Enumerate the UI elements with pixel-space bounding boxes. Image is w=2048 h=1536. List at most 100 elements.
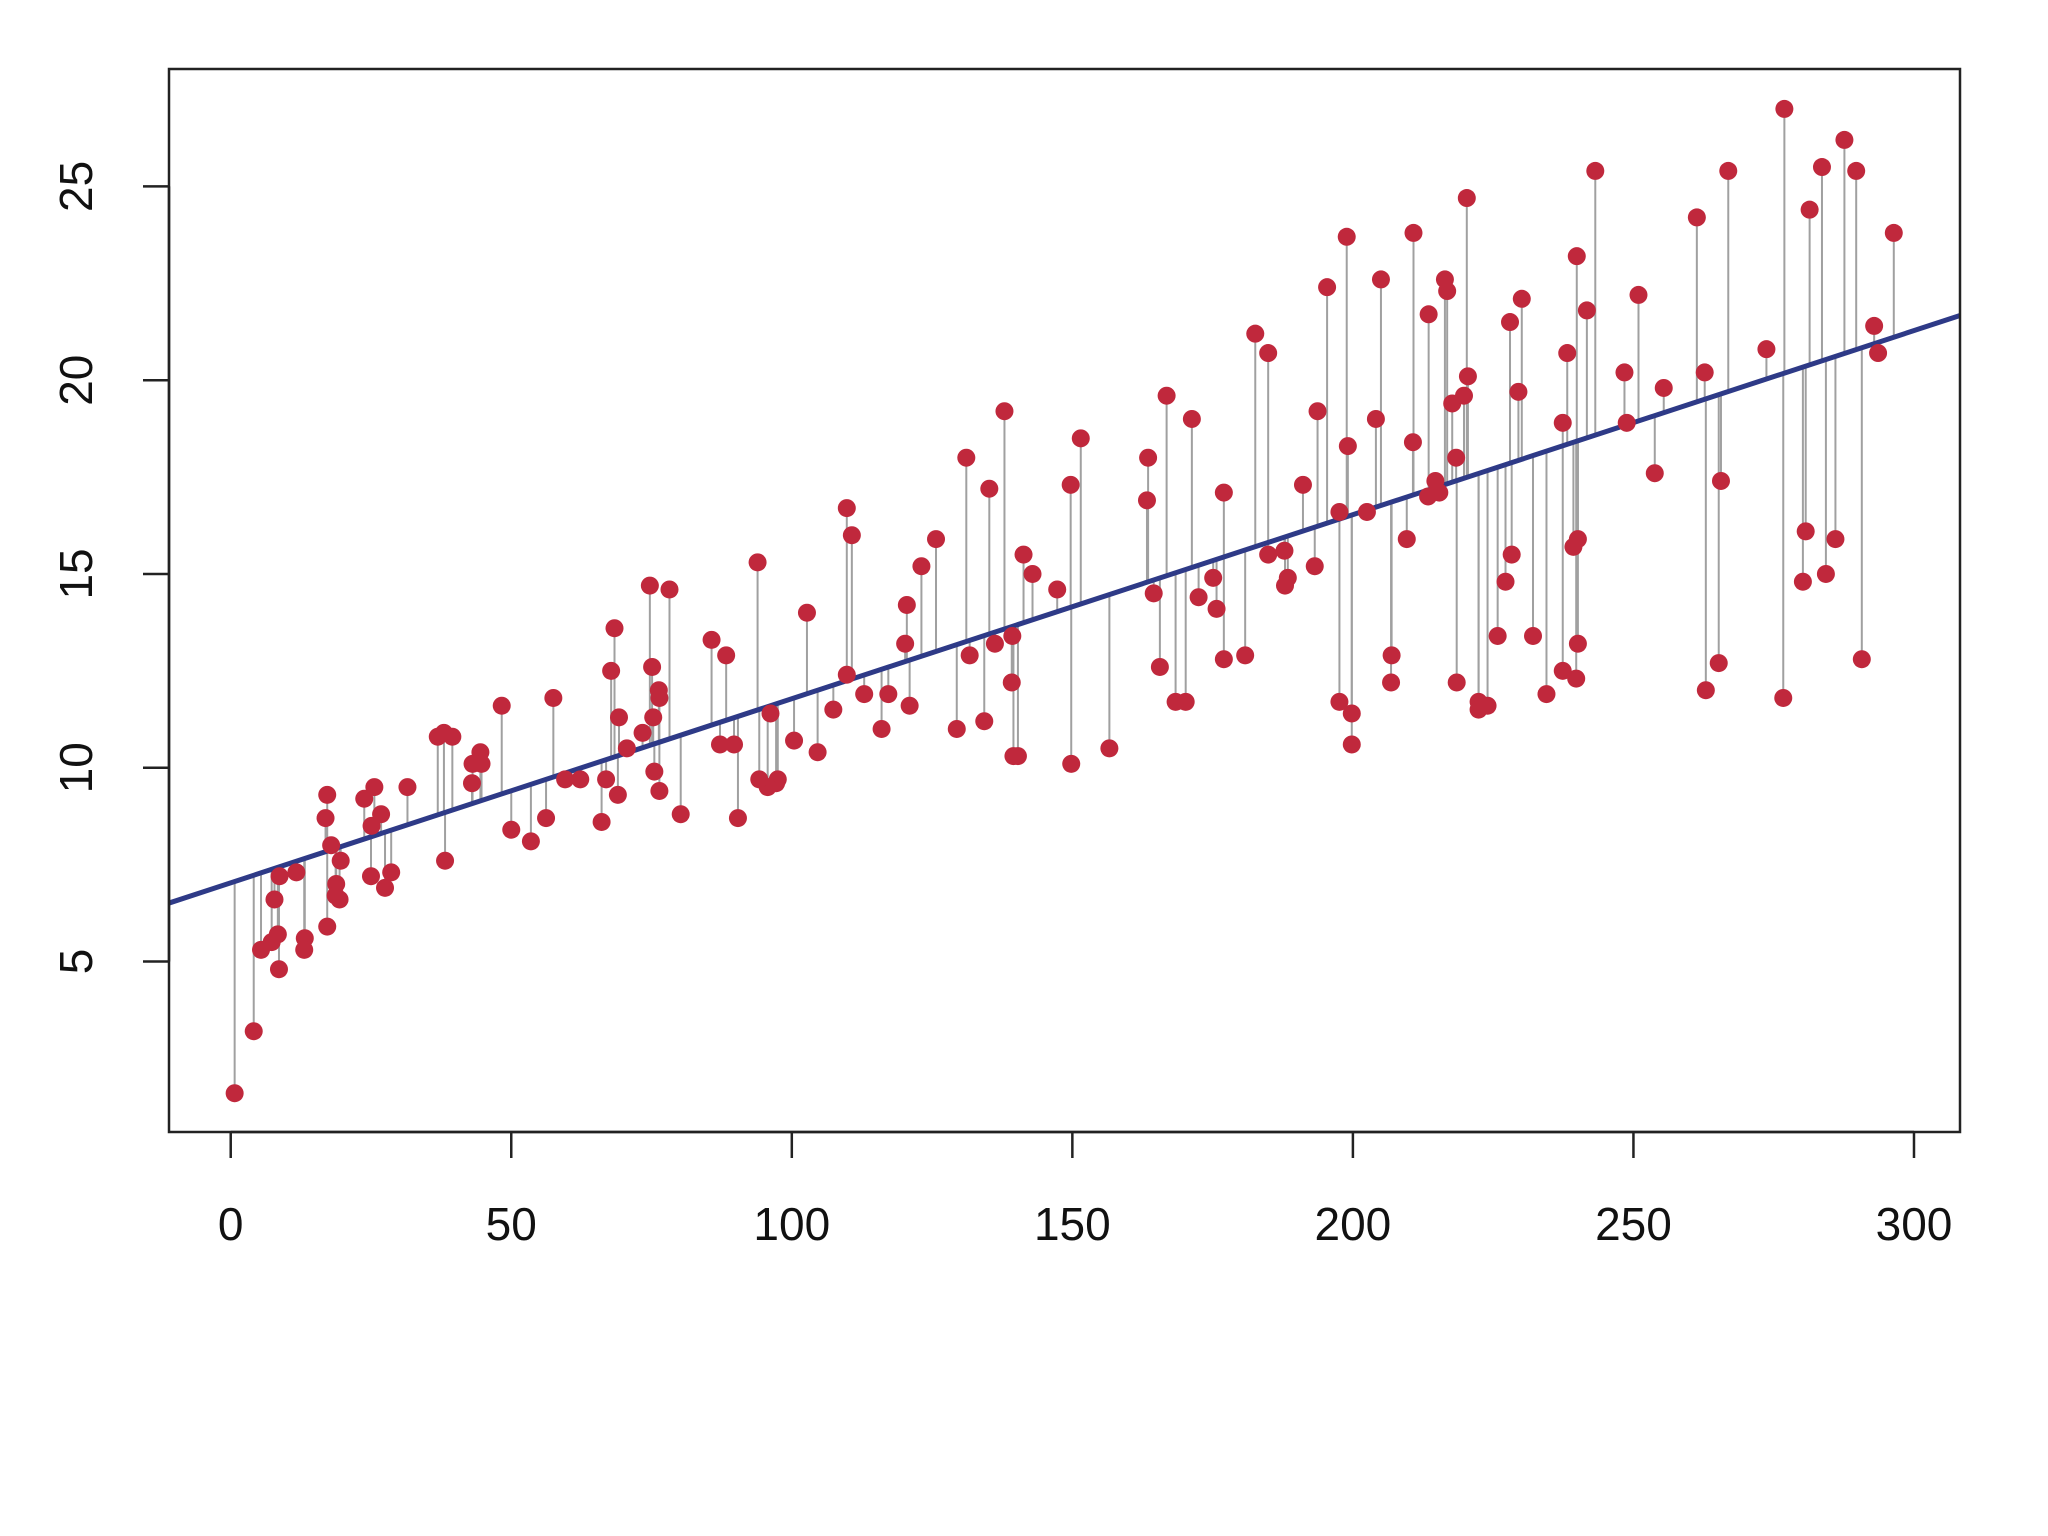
point — [1852, 650, 1871, 669]
point — [605, 619, 624, 638]
point — [1259, 545, 1278, 564]
point — [1775, 99, 1794, 118]
point — [1687, 208, 1706, 227]
point — [443, 727, 462, 746]
point — [1204, 568, 1223, 587]
plot-area — [169, 99, 1960, 1103]
point — [1189, 588, 1208, 607]
x-tick-label: 150 — [1034, 1198, 1111, 1250]
point — [372, 805, 391, 824]
point — [244, 1022, 263, 1041]
point — [1157, 386, 1176, 405]
point — [1800, 200, 1819, 219]
point — [597, 770, 616, 789]
point — [365, 778, 384, 797]
point — [361, 867, 380, 886]
point — [1366, 409, 1385, 428]
point — [316, 809, 335, 828]
point — [1553, 661, 1572, 680]
point — [472, 754, 491, 773]
point — [897, 595, 916, 614]
point — [1330, 502, 1349, 521]
point — [960, 646, 979, 665]
point — [837, 499, 856, 518]
point — [1816, 564, 1835, 583]
point — [671, 805, 690, 824]
point — [1509, 382, 1528, 401]
point — [502, 820, 521, 839]
point — [269, 960, 288, 979]
point — [287, 863, 306, 882]
point — [1144, 584, 1163, 603]
point — [1318, 278, 1337, 297]
point — [927, 530, 946, 549]
point — [1214, 650, 1233, 669]
point — [1062, 754, 1081, 773]
point — [1696, 681, 1715, 700]
point — [1884, 223, 1903, 242]
point — [1342, 704, 1361, 723]
point — [592, 812, 611, 831]
point — [544, 688, 563, 707]
point — [318, 785, 337, 804]
point — [571, 770, 590, 789]
point — [649, 681, 668, 700]
point — [1558, 344, 1577, 363]
point — [1330, 692, 1349, 711]
point — [1564, 537, 1583, 556]
point — [1617, 413, 1636, 432]
point — [1458, 367, 1477, 386]
y-tick-label: 5 — [50, 949, 102, 975]
point — [1568, 634, 1587, 653]
point — [985, 634, 1004, 653]
point — [1629, 285, 1648, 304]
point — [947, 719, 966, 738]
point — [322, 836, 341, 855]
point — [1553, 413, 1572, 432]
point — [797, 603, 816, 622]
point — [556, 770, 575, 789]
point — [1338, 437, 1357, 456]
point — [879, 685, 898, 704]
point — [252, 940, 271, 959]
point — [1577, 301, 1596, 320]
point — [1004, 747, 1023, 766]
point — [1371, 270, 1390, 289]
point — [824, 700, 843, 719]
point — [1137, 491, 1156, 510]
point — [1176, 692, 1195, 711]
point — [295, 940, 314, 959]
point — [1711, 471, 1730, 490]
point — [1002, 673, 1021, 692]
point — [1150, 657, 1169, 676]
point — [1447, 448, 1466, 467]
plot-frame — [167, 67, 1962, 1134]
point — [617, 739, 636, 758]
point — [912, 557, 931, 576]
point — [1278, 568, 1297, 587]
point — [436, 851, 455, 870]
point — [1567, 247, 1586, 266]
point — [650, 781, 669, 800]
point — [1719, 161, 1738, 180]
point — [382, 863, 401, 882]
point — [1259, 344, 1278, 363]
point — [1524, 626, 1543, 645]
point — [1139, 448, 1158, 467]
point — [728, 809, 747, 828]
y-tick-label: 15 — [50, 548, 102, 599]
point — [492, 696, 511, 715]
point — [1501, 313, 1520, 332]
point — [1709, 654, 1728, 673]
point — [1502, 545, 1521, 564]
point — [326, 886, 345, 905]
point — [1182, 409, 1201, 428]
point — [1454, 386, 1473, 405]
point — [265, 890, 284, 909]
point — [1207, 599, 1226, 618]
point — [1774, 688, 1793, 707]
point — [1430, 483, 1449, 502]
point — [645, 762, 664, 781]
point — [644, 708, 663, 727]
point — [398, 778, 417, 797]
